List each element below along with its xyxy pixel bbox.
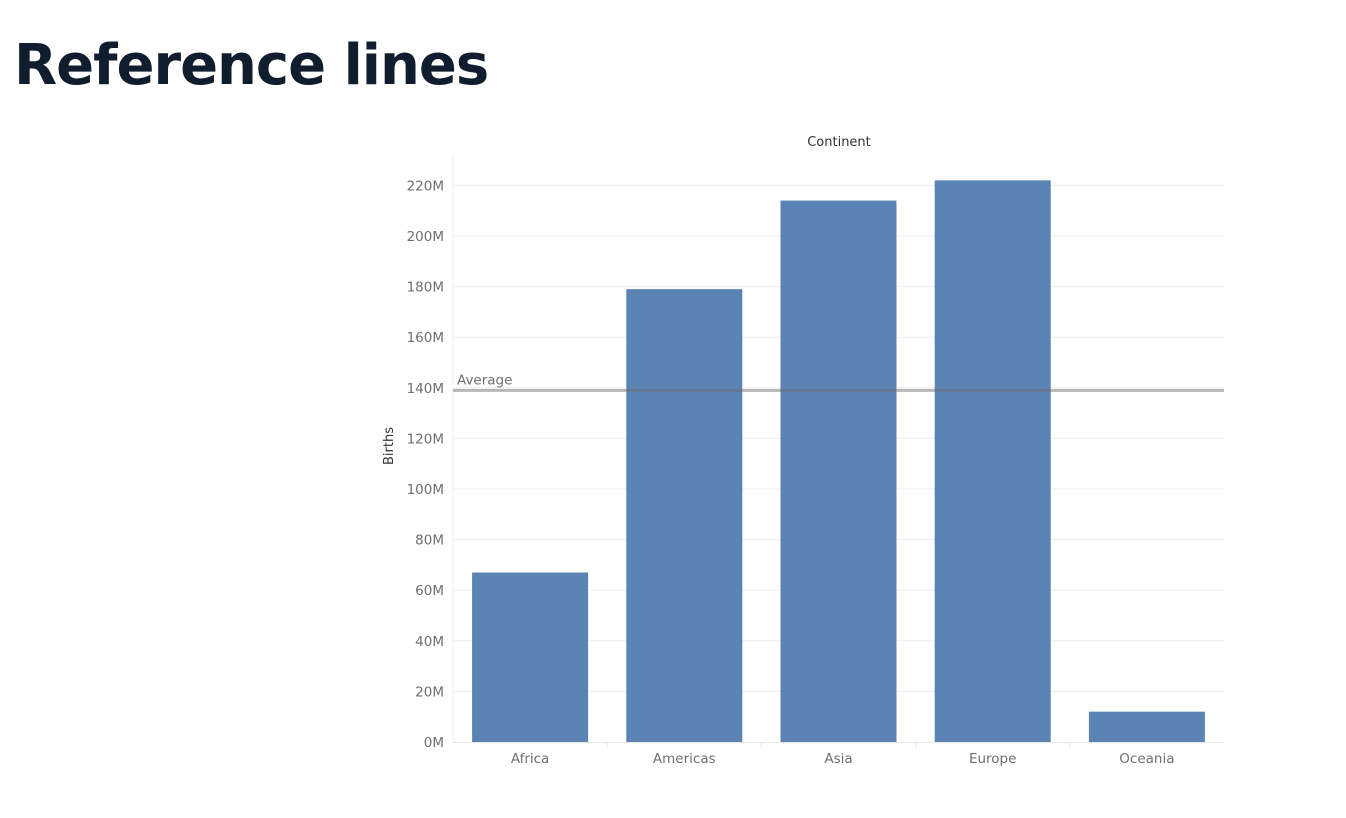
y-tick-label: 60M: [415, 583, 444, 599]
y-tick-label: 120M: [407, 431, 444, 447]
x-category-label: Americas: [653, 751, 716, 767]
y-tick-label: 40M: [415, 634, 444, 650]
bar-americas[interactable]: [626, 289, 743, 742]
x-category-label: Africa: [511, 751, 550, 767]
page-title: Reference lines: [14, 33, 489, 98]
x-category-label: Oceania: [1119, 751, 1174, 767]
bars: [472, 180, 1205, 743]
y-tick-label: 180M: [407, 280, 444, 296]
y-tick-label: 220M: [407, 178, 444, 194]
x-category-label: Europe: [969, 751, 1016, 767]
y-axis: 0M 20M 40M 60M 80M 100M 120M 140M 160M 180M 200M 22…: [407, 178, 444, 751]
reference-line-label: Average: [457, 372, 512, 388]
y-tick-label: 0M: [424, 735, 444, 751]
y-tick-label: 200M: [407, 229, 444, 245]
chart-header-title: Continent: [807, 135, 871, 150]
bar-oceania[interactable]: [1088, 711, 1205, 742]
bar-asia[interactable]: [780, 200, 897, 742]
y-tick-label: 160M: [407, 330, 444, 346]
y-tick-label: 80M: [415, 533, 444, 549]
x-category-label: Asia: [824, 751, 852, 767]
y-tick-label: 100M: [407, 482, 444, 498]
y-tick-label: 140M: [407, 381, 444, 397]
x-axis: Africa Americas Asia Europe Oceania: [511, 742, 1175, 767]
bar-europe[interactable]: [934, 180, 1051, 743]
reference-line-group: Average: [453, 372, 1224, 392]
bar-africa[interactable]: [472, 572, 589, 742]
y-axis-title: Births: [382, 427, 397, 465]
y-tick-label: 20M: [415, 684, 444, 700]
